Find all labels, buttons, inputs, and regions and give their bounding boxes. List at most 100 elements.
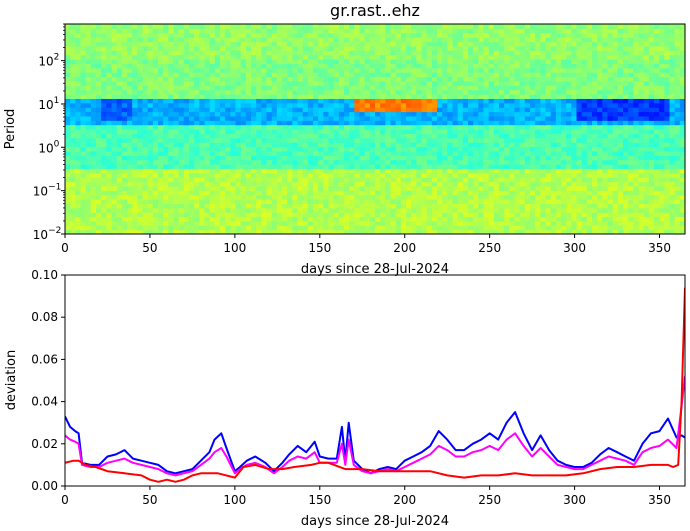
heatmap-cell (230, 94, 237, 99)
heatmap-cell (566, 115, 572, 121)
heatmap-cell (287, 80, 293, 86)
heatmap-cell (235, 133, 242, 139)
heatmap-cell (535, 229, 541, 234)
heatmap-cell (431, 67, 438, 73)
heatmap-cell (380, 155, 386, 161)
heatmap-cell (550, 168, 557, 174)
heatmap-cell (152, 24, 159, 29)
heatmap-cell (163, 54, 169, 60)
heatmap-cell (220, 94, 226, 99)
heatmap-cell (204, 155, 211, 161)
heatmap-cell (561, 111, 567, 117)
heatmap-cell (199, 216, 206, 222)
heatmap-cell (173, 107, 180, 113)
heatmap-cell (282, 37, 288, 43)
heatmap-cell (158, 199, 164, 204)
heatmap-cell (261, 155, 268, 161)
heatmap-cell (276, 203, 283, 209)
heatmap-cell (168, 102, 175, 108)
heatmap-cell (163, 172, 169, 178)
heatmap-cell (359, 146, 366, 152)
heatmap-cell (132, 212, 138, 218)
heatmap-cell (462, 63, 469, 69)
heatmap-cell (535, 177, 541, 183)
heatmap-cell (493, 164, 500, 169)
heatmap-cell (90, 120, 97, 126)
heatmap-cell (106, 54, 113, 60)
heatmap-cell (421, 37, 428, 43)
heatmap-cell (261, 89, 268, 95)
heatmap-cell (323, 28, 330, 34)
heatmap-cell (488, 72, 495, 78)
heatmap-cell (106, 190, 113, 196)
heatmap-cell (111, 159, 118, 165)
heatmap-cell (168, 45, 175, 51)
heatmap-cell (530, 216, 536, 222)
heatmap-cell (586, 181, 593, 187)
heatmap-cell (101, 155, 107, 161)
heatmap-cell (209, 172, 216, 178)
heatmap-cell (442, 59, 448, 64)
heatmap-cell (555, 190, 562, 196)
heatmap-cell (142, 124, 149, 130)
heatmap-cell (271, 220, 278, 226)
heatmap-cell (70, 172, 76, 178)
heatmap-cell (121, 129, 128, 134)
heatmap-cell (121, 164, 128, 169)
heatmap-cell (178, 150, 185, 156)
heatmap-cell (220, 120, 226, 126)
heatmap-cell (65, 63, 71, 69)
heatmap-cell (90, 212, 97, 218)
heatmap-cell (406, 181, 412, 187)
heatmap-cell (566, 225, 572, 231)
heatmap-cell (524, 89, 531, 95)
heatmap-cell (65, 80, 71, 86)
heatmap-cell (400, 159, 407, 165)
heatmap-cell (106, 89, 113, 95)
heatmap-cell (256, 32, 262, 38)
heatmap-cell (121, 37, 128, 43)
heatmap-cell (592, 168, 598, 174)
heatmap-cell (80, 94, 87, 99)
heatmap-cell (349, 120, 355, 126)
heatmap-cell (80, 199, 87, 204)
heatmap-cell (364, 146, 371, 152)
heatmap-cell (499, 177, 505, 183)
heatmap-cell (276, 80, 283, 86)
heatmap-cell (297, 67, 304, 73)
heatmap-cell (256, 220, 262, 226)
heatmap-cell (132, 76, 138, 82)
heatmap-cell (369, 168, 376, 174)
heatmap-cell (75, 164, 82, 169)
heatmap-cell (183, 207, 190, 213)
heatmap-cell (576, 28, 583, 34)
heatmap-cell (292, 172, 299, 178)
heatmap-cell (266, 146, 273, 152)
heatmap-cell (235, 54, 242, 60)
heatmap-cell (457, 220, 464, 226)
heatmap-cell (576, 181, 583, 187)
heatmap-cell (189, 168, 195, 174)
heatmap-cell (488, 168, 495, 174)
heatmap-cell (462, 72, 469, 78)
heatmap-cell (411, 59, 417, 64)
heatmap-cell (292, 199, 299, 204)
heatmap-cell (519, 67, 526, 73)
heatmap-cell (597, 159, 603, 165)
heatmap-cell (462, 89, 469, 95)
heatmap-cell (483, 212, 490, 218)
heatmap-cell (478, 67, 485, 73)
heatmap-cell (581, 212, 588, 218)
heatmap-cell (395, 120, 402, 126)
heatmap-cell (540, 137, 547, 143)
heatmap-cell (256, 216, 262, 222)
heatmap-cell (214, 41, 221, 47)
heatmap-cell (266, 168, 273, 174)
heatmap-cell (96, 41, 102, 47)
heatmap-cell (530, 76, 536, 82)
heatmap-cell (555, 199, 562, 204)
heatmap-cell (75, 111, 82, 117)
heatmap-cell (550, 150, 557, 156)
heatmap-cell (483, 185, 490, 191)
heatmap-cell (121, 124, 128, 130)
